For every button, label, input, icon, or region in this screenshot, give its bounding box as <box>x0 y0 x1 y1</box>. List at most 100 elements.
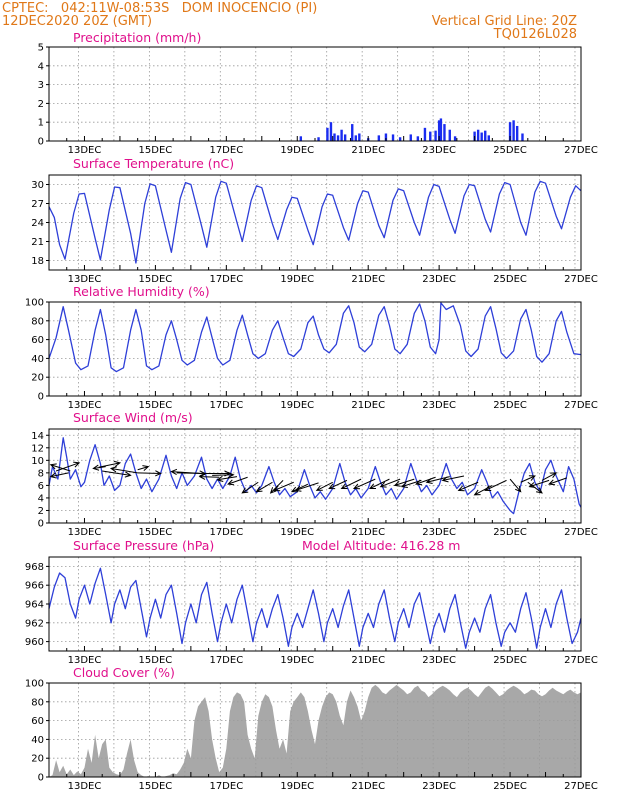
wind-arrow <box>473 484 493 496</box>
wind-ytick-label: 6 <box>38 481 44 492</box>
cloud-area <box>49 684 581 777</box>
precip-bar <box>391 134 395 141</box>
pressure-xtick-label: 19DEC <box>280 655 314 666</box>
precip-bar <box>351 124 354 141</box>
precip-bar <box>480 132 483 141</box>
wind-arrow <box>315 481 333 491</box>
rh-xtick-label: 19DEC <box>280 400 314 411</box>
wind-xtick-label: 19DEC <box>280 527 314 538</box>
model-altitude: Model Altitude: 416.28 m <box>302 538 460 553</box>
temp-panel: 18 21 24 27 30 13DEC 15DEC 17DEC 19DEC 21DEC 23DEC… <box>31 174 598 285</box>
temp-xtick-label: 17DEC <box>209 274 243 285</box>
precip-bar <box>437 120 441 141</box>
cloud-xtick-label: 23DEC <box>422 781 456 792</box>
precip-bar <box>443 124 446 141</box>
pressure-xtick-label: 13DEC <box>68 655 102 666</box>
precip-ytick-label: 2 <box>38 99 44 110</box>
rh-xtick-label: 17DEC <box>209 400 243 411</box>
wind-arrow <box>227 476 248 486</box>
wind-ytick-label: 12 <box>31 443 44 454</box>
wind-arrow <box>457 481 479 492</box>
precip-ytick-label: 0 <box>38 137 44 148</box>
wind-arrow <box>528 479 550 488</box>
wind-xtick-label: 17DEC <box>209 527 243 538</box>
wind-arrow <box>198 473 220 480</box>
wind-arrow <box>520 475 536 483</box>
wind-arrow <box>241 481 259 494</box>
pressure-ytick-label: 960 <box>25 637 44 648</box>
precip-bar <box>354 135 357 141</box>
precip-ytick-label: 5 <box>38 43 44 54</box>
rh-xtick-label: 21DEC <box>351 400 385 411</box>
header-grid-note: Vertical Grid Line: 20Z <box>432 14 577 29</box>
rh-ytick-label: 60 <box>31 335 44 346</box>
precip-ytick-label: 4 <box>38 61 44 72</box>
temp-xtick-label: 15DEC <box>139 274 173 285</box>
precip-bar <box>521 133 524 141</box>
wind-xtick-label: 27DEC <box>564 527 598 538</box>
wind-arrow <box>340 478 362 490</box>
wind-arrow <box>269 480 284 494</box>
pressure-xtick-label: 17DEC <box>209 655 243 666</box>
wind-arrow <box>379 478 401 488</box>
precip-bar <box>336 135 340 141</box>
cloud-title: Cloud Cover (%) <box>73 665 175 680</box>
precip-xtick-label: 13DEC <box>68 145 102 156</box>
wind-xtick-label: 23DEC <box>422 527 456 538</box>
rh-xtick-label: 27DEC <box>564 400 598 411</box>
wind-arrow <box>509 478 522 493</box>
precip-bar <box>333 133 336 141</box>
wind-arrow <box>137 470 162 477</box>
wind-arrow <box>255 481 273 493</box>
header-date: 12DEC2020 20Z (GMT) <box>2 14 152 29</box>
pressure-xtick-label: 21DEC <box>351 655 385 666</box>
precip-bar <box>384 133 388 141</box>
wind-title: Surface Wind (m/s) <box>73 410 193 425</box>
wind-arrow <box>98 460 122 468</box>
precip-bar <box>453 136 457 141</box>
precip-ytick-label: 1 <box>38 118 44 129</box>
precip-bar <box>508 122 512 141</box>
precip-bar <box>358 133 361 141</box>
precip-bar <box>515 125 519 141</box>
header-model: TQ0126L028 <box>493 27 577 42</box>
precip-xtick-label: 19DEC <box>280 145 314 156</box>
pressure-xtick-label: 25DEC <box>493 655 527 666</box>
precip-bar <box>398 137 402 141</box>
wind-ytick-label: 0 <box>38 519 44 530</box>
wind-arrow <box>441 475 465 483</box>
temp-ytick-label: 21 <box>31 237 44 248</box>
precip-bar <box>434 130 437 141</box>
temp-xtick-label: 19DEC <box>280 274 314 285</box>
cloud-ytick-label: 20 <box>31 754 44 765</box>
precip-bar <box>340 129 343 141</box>
cloud-xtick-label: 25DEC <box>493 781 527 792</box>
wind-arrow <box>368 478 390 490</box>
precip-bar <box>317 137 320 141</box>
rh-panel: 0 20 40 60 80 100 13DEC 15DEC 17DEC 19DEC 21DEC 23D… <box>25 298 598 412</box>
rh-xtick-label: 15DEC <box>139 400 173 411</box>
wind-ytick-label: 8 <box>38 468 44 479</box>
temp-xtick-label: 21DEC <box>351 274 385 285</box>
precip-bar <box>409 134 412 141</box>
temp-xtick-label: 13DEC <box>68 274 102 285</box>
cloud-xtick-label: 21DEC <box>351 781 385 792</box>
cloud-xtick-label: 19DEC <box>280 781 314 792</box>
precip-bar <box>439 118 443 141</box>
wind-arrow <box>547 477 567 486</box>
wind-xtick-label: 13DEC <box>68 527 102 538</box>
pressure-ytick-label: 964 <box>25 600 44 611</box>
precip-xtick-label: 15DEC <box>139 145 173 156</box>
rh-xtick-label: 25DEC <box>493 400 527 411</box>
wind-arrow <box>49 472 69 479</box>
precip-xtick-label: 27DEC <box>564 145 598 156</box>
rh-line <box>48 302 582 373</box>
temp-ytick-label: 18 <box>31 256 44 267</box>
rh-ytick-label: 20 <box>31 373 44 384</box>
wind-arrow <box>393 478 415 487</box>
precip-bar <box>429 131 432 141</box>
precip-bar <box>448 129 451 141</box>
cloud-xtick-label: 17DEC <box>209 781 243 792</box>
temp-ytick-label: 24 <box>31 218 44 229</box>
precip-bar <box>416 136 420 141</box>
